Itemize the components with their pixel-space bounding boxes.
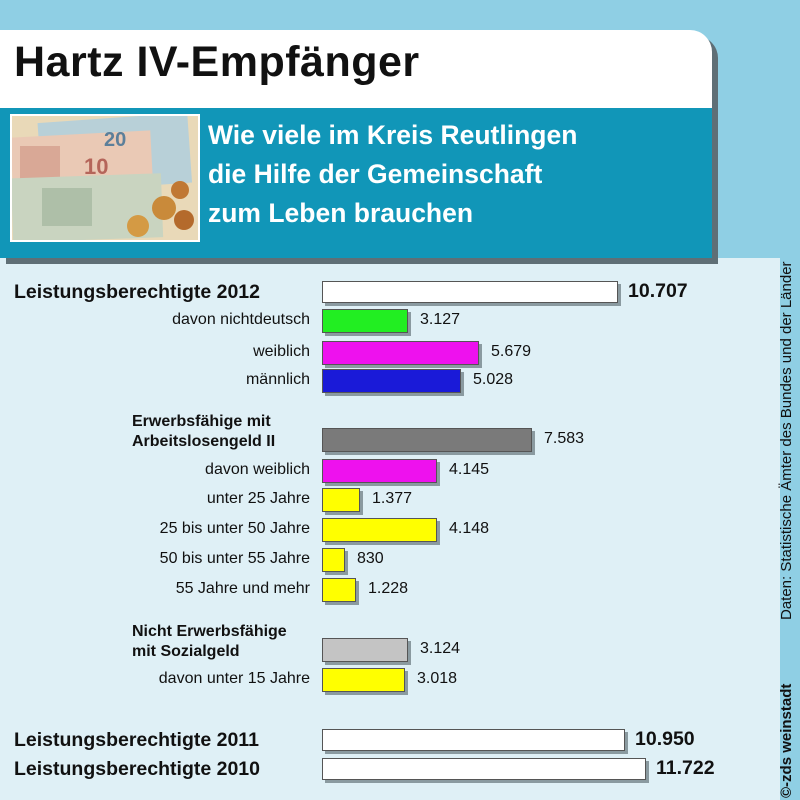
bar-6 <box>322 459 437 483</box>
row-label-14: Leistungsberechtigte 2010 <box>14 758 260 780</box>
row-label-8: 25 bis unter 50 Jahre <box>159 520 310 537</box>
value-label-9: 830 <box>357 550 384 567</box>
bar-7 <box>322 488 360 512</box>
value-label-2: 3.127 <box>420 311 461 328</box>
row-label-4: männlich <box>245 371 310 388</box>
subtitle-line-3: zum Leben brauchen <box>208 198 474 228</box>
value-label-4: 5.028 <box>473 371 514 388</box>
bar-13 <box>322 729 625 751</box>
bar-10 <box>322 578 356 602</box>
title-box <box>0 30 712 108</box>
banknotes-coins-image: 20 10 <box>12 116 198 240</box>
bar-9 <box>322 548 345 572</box>
value-label-7: 1.377 <box>372 490 413 507</box>
money-photo: 20 10 <box>10 114 200 242</box>
data-source: Daten: Statistische Ämter des Bundes und… <box>778 261 795 620</box>
value-label-5: 7.583 <box>544 430 585 447</box>
value-label-3: 5.679 <box>491 343 532 360</box>
value-label-12: 3.018 <box>417 670 458 687</box>
row-label-12: davon unter 15 Jahre <box>158 670 310 687</box>
value-label-1: 10.707 <box>628 280 688 302</box>
svg-text:20: 20 <box>104 129 126 151</box>
subtitle-line-2: die Hilfe der Gemeinschaft <box>208 159 543 189</box>
value-label-13: 10.950 <box>635 728 695 750</box>
row-label-6: davon weiblich <box>205 461 310 478</box>
bar-2 <box>322 309 408 333</box>
svg-text:10: 10 <box>84 154 108 179</box>
value-label-8: 4.148 <box>449 520 490 537</box>
subtitle-line-1: Wie viele im Kreis Reutlingen <box>208 120 578 150</box>
value-label-10: 1.228 <box>368 580 409 597</box>
bar-14 <box>322 758 646 780</box>
value-label-6: 4.145 <box>449 461 490 478</box>
bar-12 <box>322 668 405 692</box>
bar-8 <box>322 518 437 542</box>
bar-1 <box>322 281 618 303</box>
row-label-9: 50 bis unter 55 Jahre <box>159 550 310 567</box>
bar-4 <box>322 369 461 393</box>
row-label-11: Nicht Erwerbsfähige mit Sozialgeld <box>132 623 287 660</box>
row-label-1: Leistungsberechtigte 2012 <box>14 281 260 303</box>
bar-5 <box>322 428 532 452</box>
row-label-3: weiblich <box>253 343 310 360</box>
bar-11 <box>322 638 408 662</box>
row-label-2: davon nichtdeutsch <box>172 311 310 328</box>
credit: ©-zds weinstadt <box>778 683 795 798</box>
row-label-13: Leistungsberechtigte 2011 <box>14 729 259 751</box>
value-label-14: 11.722 <box>656 757 715 779</box>
row-label-7: unter 25 Jahre <box>206 490 310 507</box>
bar-3 <box>322 341 479 365</box>
row-label-10: 55 Jahre und mehr <box>175 580 310 597</box>
value-label-11: 3.124 <box>420 640 461 657</box>
row-label-5: Erwerbsfähige mit Arbeitslosengeld II <box>132 413 276 450</box>
page-title: Hartz IV-Empfänger <box>14 38 420 86</box>
